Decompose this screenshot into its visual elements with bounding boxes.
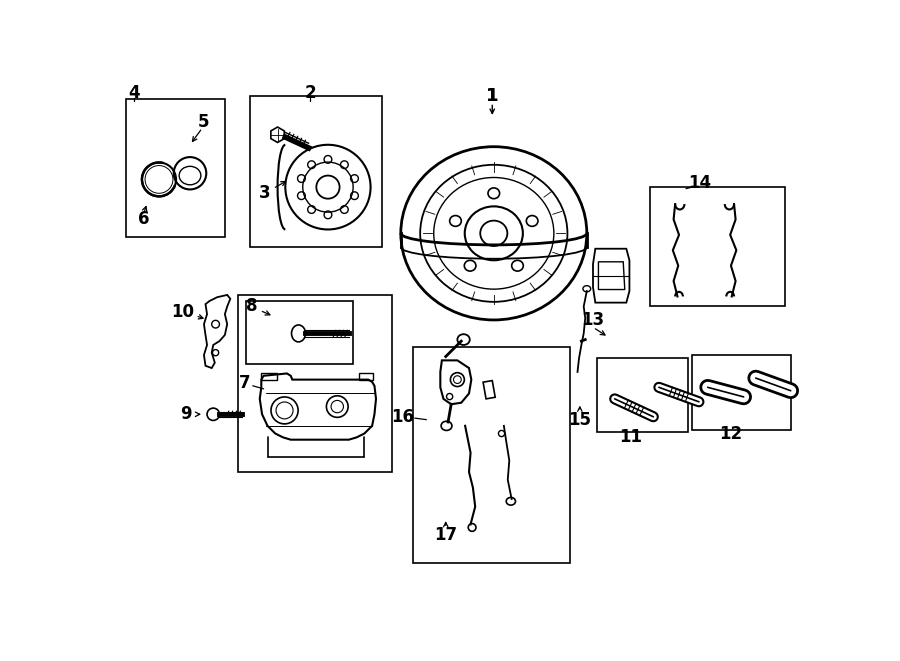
Bar xyxy=(261,373,277,379)
Bar xyxy=(359,373,373,379)
Bar xyxy=(126,98,225,237)
Text: 13: 13 xyxy=(581,311,605,329)
Text: 8: 8 xyxy=(247,297,257,315)
Bar xyxy=(650,187,785,307)
Bar xyxy=(250,97,382,247)
Bar xyxy=(483,381,495,399)
Text: 3: 3 xyxy=(258,184,270,202)
Text: 4: 4 xyxy=(129,84,140,102)
Text: 6: 6 xyxy=(138,210,149,229)
Text: 5: 5 xyxy=(198,112,210,131)
Bar xyxy=(692,355,791,430)
Bar xyxy=(238,295,392,472)
Text: 7: 7 xyxy=(238,375,250,393)
Text: 14: 14 xyxy=(688,175,712,192)
Text: 1: 1 xyxy=(486,87,499,105)
Text: 2: 2 xyxy=(304,84,316,102)
Text: 12: 12 xyxy=(719,424,742,442)
Bar xyxy=(413,347,570,563)
Text: 17: 17 xyxy=(434,526,457,544)
Text: 16: 16 xyxy=(392,408,415,426)
Text: 10: 10 xyxy=(171,303,194,321)
Text: 15: 15 xyxy=(568,410,591,429)
Bar xyxy=(246,301,353,364)
Text: 9: 9 xyxy=(180,405,192,423)
Bar xyxy=(597,358,688,432)
Text: 11: 11 xyxy=(618,428,642,446)
Text: 1: 1 xyxy=(486,87,499,105)
